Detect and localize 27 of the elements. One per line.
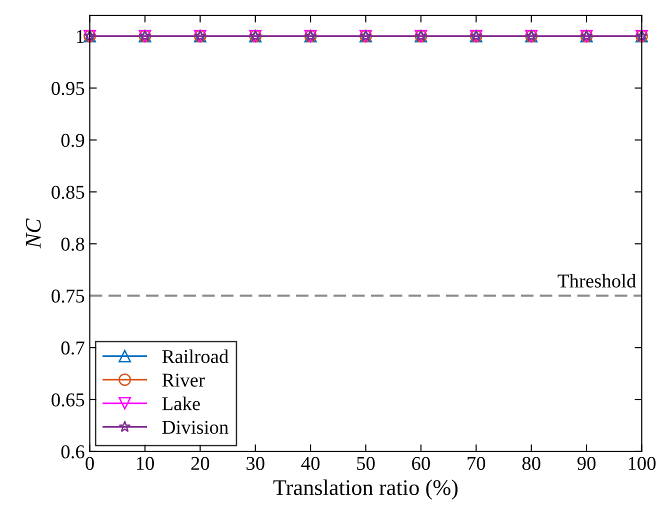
x-tick-label: 90 <box>577 456 596 470</box>
legend-label: Lake <box>162 396 200 410</box>
x-tick-label: 80 <box>522 456 540 470</box>
x-tick-label: 30 <box>246 456 264 470</box>
x-tick-label: 70 <box>468 456 486 470</box>
x-tick-label: 10 <box>136 456 154 470</box>
x-tick-label: 0 <box>86 456 94 470</box>
x-tick-label: 60 <box>412 456 430 470</box>
y-tick-label: 0.8 <box>61 238 84 251</box>
y-tick-label: 0.9 <box>61 134 84 147</box>
y-tick-label: 0.75 <box>52 290 84 303</box>
x-tick-label: 100 <box>628 456 656 470</box>
ref-line-label: Threshold <box>558 274 636 288</box>
x-axis-title: Translation ratio (%) <box>273 479 458 500</box>
y-tick-label: 0.85 <box>52 186 84 199</box>
x-tick-label: 50 <box>357 456 375 470</box>
x-tick-label: 20 <box>191 456 210 470</box>
y-tick-label: 0.95 <box>52 82 84 96</box>
y-tick-label: 0.65 <box>52 393 84 407</box>
y-axis-title: NC <box>26 218 41 248</box>
legend-label: River <box>162 374 205 387</box>
legend-label: Division <box>162 420 228 434</box>
y-tick-label: 0.6 <box>61 445 84 458</box>
y-tick-label: 1 <box>76 30 84 43</box>
y-tick-label: 0.7 <box>61 341 84 355</box>
legend-label: Railroad <box>162 349 228 364</box>
x-tick-label: 40 <box>301 456 320 470</box>
